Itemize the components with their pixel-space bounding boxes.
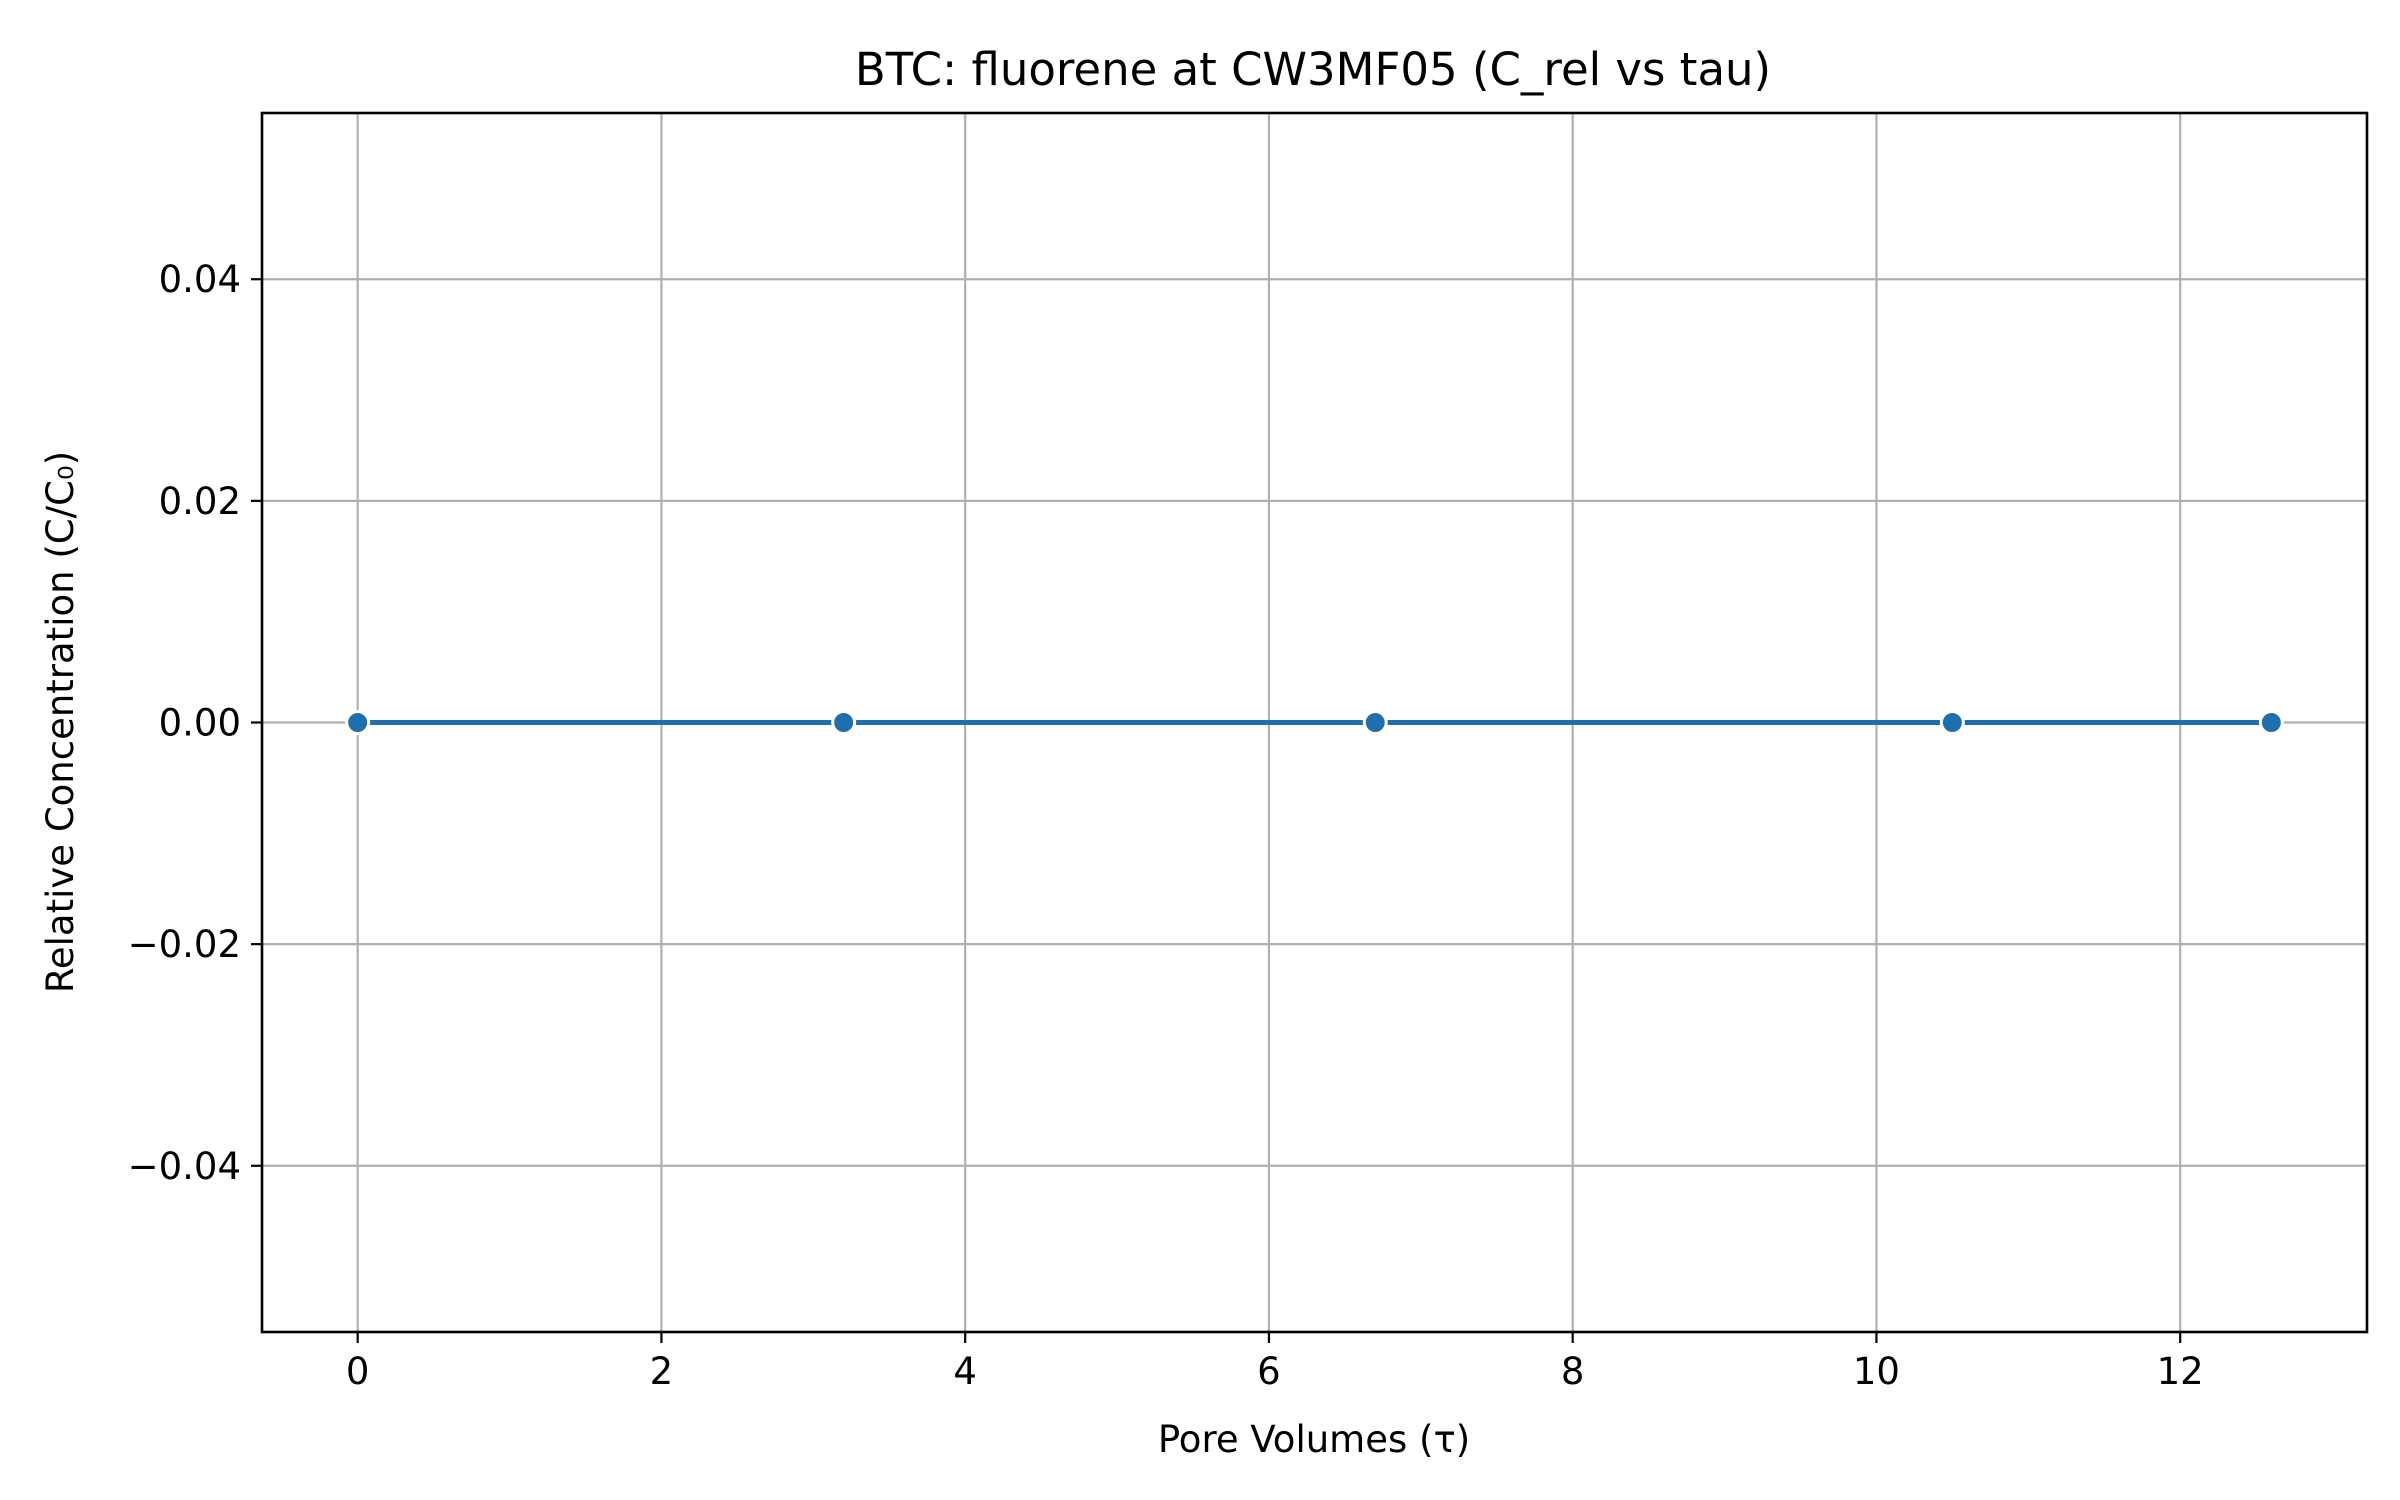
data-point: [1939, 710, 1965, 735]
data-point: [1362, 710, 1388, 735]
x-tick-label: 10: [1853, 1350, 1900, 1393]
axis-ticks: 0 2 4 6 8 10 12 0.04 0.02 0.00 −0.02 −0.04: [128, 258, 2204, 1393]
data-point: [345, 710, 371, 735]
y-tick-label: −0.04: [128, 1145, 241, 1188]
data-point: [831, 710, 857, 735]
x-axis-label: Pore Volumes (τ): [1158, 1418, 1470, 1461]
x-tick-label: 12: [2157, 1350, 2204, 1393]
y-tick-label: 0.04: [159, 258, 241, 301]
data-series: [345, 710, 2284, 735]
y-tick-label: −0.02: [128, 923, 241, 966]
x-tick-label: 2: [650, 1350, 674, 1393]
x-tick-label: 4: [953, 1350, 977, 1393]
y-tick-label: 0.00: [159, 702, 241, 745]
data-point: [2258, 710, 2284, 735]
x-tick-label: 0: [346, 1350, 370, 1393]
y-axis-label: Relative Concentration (C/C₀): [39, 451, 82, 993]
x-tick-label: 8: [1561, 1350, 1585, 1393]
x-tick-label: 6: [1257, 1350, 1281, 1393]
chart-title: BTC: fluorene at CW3MF05 (C_rel vs tau): [855, 43, 1771, 96]
y-tick-label: 0.02: [159, 480, 241, 523]
